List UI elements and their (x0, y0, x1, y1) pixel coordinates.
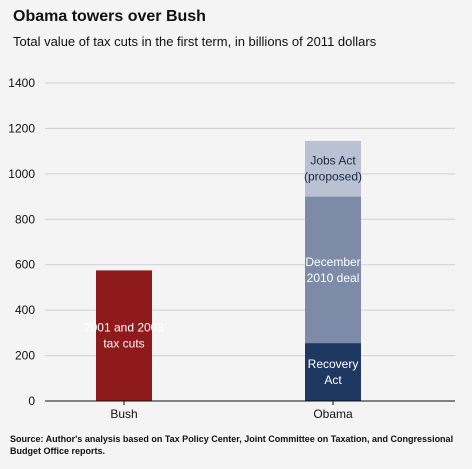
y-tick-label-400: 400 (15, 303, 35, 317)
y-tick-label-0: 0 (28, 394, 35, 408)
y-tick-label-1200: 1200 (8, 121, 35, 135)
x-tick-label-obama: Obama (313, 407, 353, 421)
x-tick-label-bush: Bush (110, 407, 137, 421)
bar-segment-label-obama-1: December 2010 deal (305, 255, 360, 285)
y-tick-label-200: 200 (15, 349, 35, 363)
bar-segment-label-obama-0: Recovery Act (308, 357, 359, 387)
chart-title: Obama towers over Bush (13, 8, 206, 25)
y-tick-label-600: 600 (15, 258, 35, 272)
bar-segment-bush-0 (96, 270, 152, 401)
y-tick-label-800: 800 (15, 212, 35, 226)
bar-segment-obama-2 (305, 140, 361, 197)
source-note: Source: Author's analysis based on Tax P… (10, 434, 454, 456)
bar-segment-label-bush-0: 2001 and 2003 tax cuts (84, 321, 164, 351)
chart-subtitle: Total value of tax cuts in the first ter… (13, 34, 377, 49)
bar-segment-label-obama-2: Jobs Act (proposed) (304, 154, 362, 184)
bar-segment-obama-0 (305, 343, 361, 401)
y-tick-label-1000: 1000 (8, 167, 35, 181)
bar-segment-obama-1 (305, 196, 361, 344)
y-tick-label-1400: 1400 (8, 76, 35, 90)
